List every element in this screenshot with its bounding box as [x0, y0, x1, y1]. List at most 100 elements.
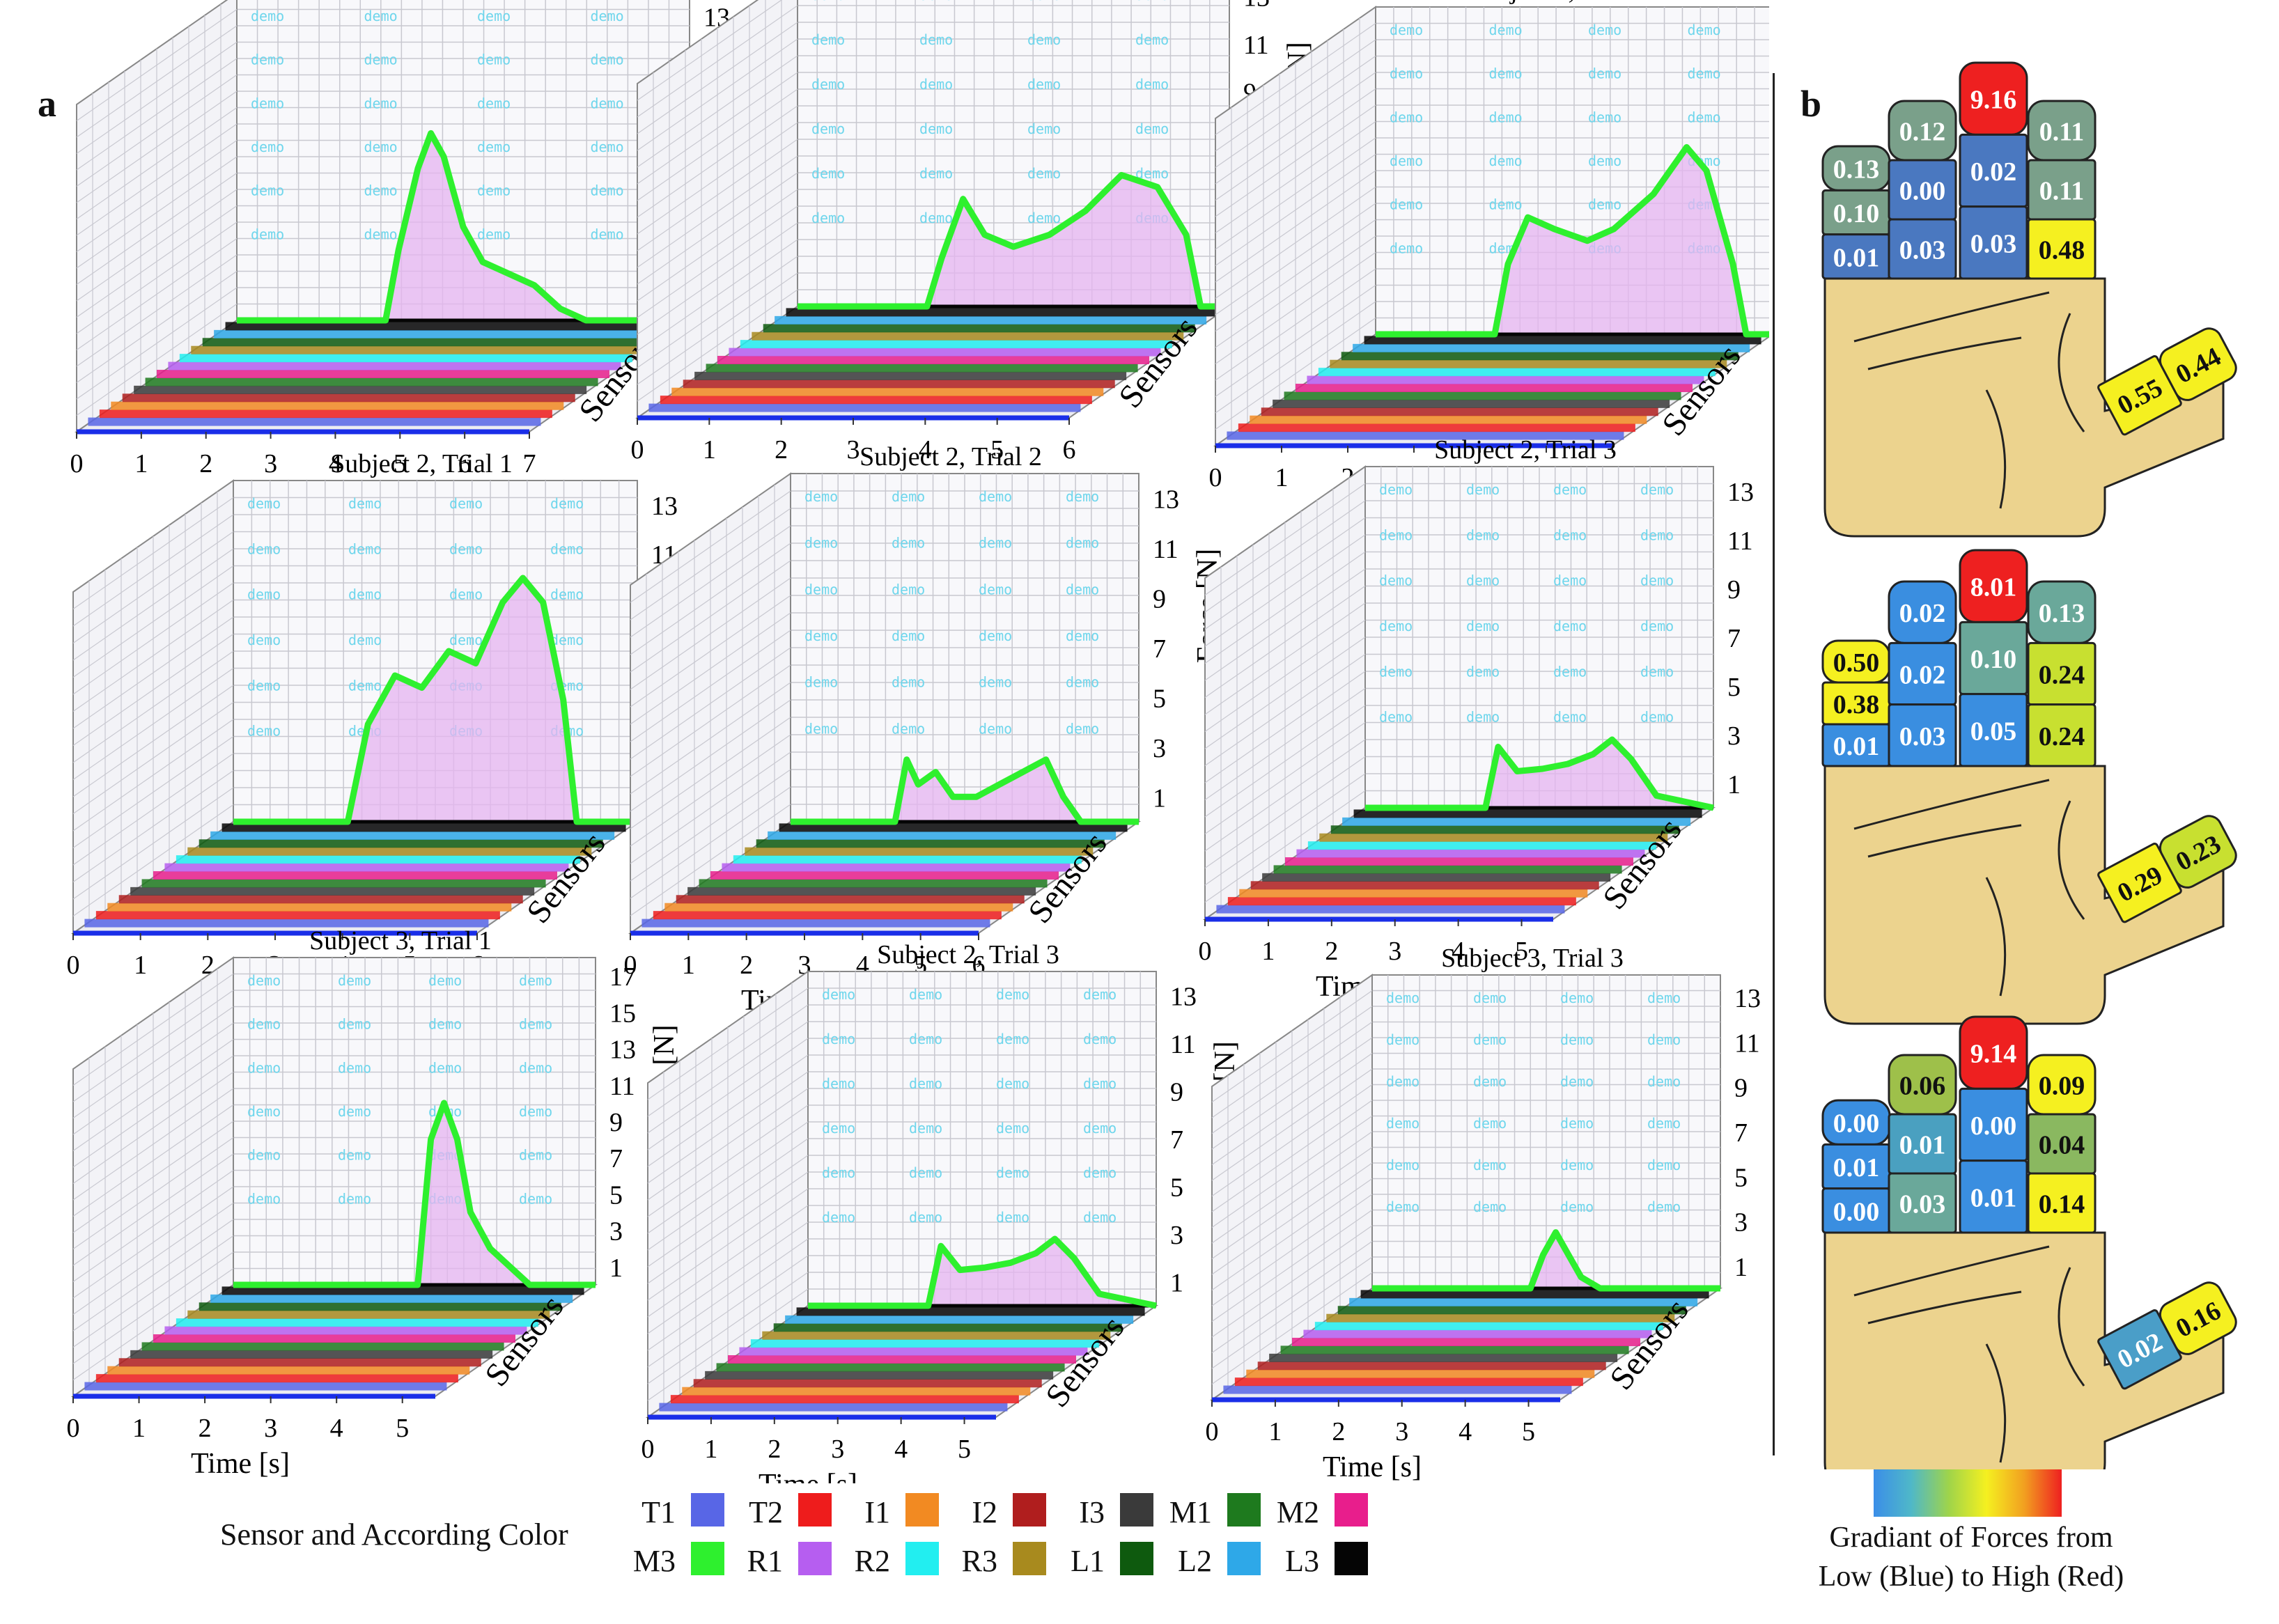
x-tick-label: 0 [1209, 463, 1222, 492]
watermark-text: demo [996, 1120, 1029, 1137]
sensor-strip-m2 [153, 871, 557, 880]
watermark-text: demo [1588, 22, 1621, 38]
chart-title: Subject 1, Trial 3 [1469, 0, 1651, 5]
x-tick-label: 1 [132, 1414, 146, 1443]
watermark-text: demo [919, 120, 953, 137]
sensor-value: 0.24 [2039, 722, 2085, 751]
y-tick-label: 5 [609, 1180, 623, 1210]
sensor-strip-r2 [176, 1318, 538, 1327]
sensor-strip-l1 [1341, 352, 1739, 361]
x-tick-label: 2 [1325, 937, 1338, 966]
watermark-text: demo [1027, 120, 1061, 137]
x-tick-label: 7 [523, 449, 536, 478]
sensor-strip-t1 [84, 1382, 447, 1391]
sensor-strip-l3 [786, 308, 1218, 317]
watermark-text: demo [811, 76, 845, 93]
peak-area [1372, 1232, 1720, 1288]
sensor-strip-r1 [164, 1326, 527, 1335]
sensor-strip-r3 [187, 847, 592, 856]
sensor-legend-title: Sensor and According Color [220, 1517, 568, 1552]
palm [1823, 277, 2225, 538]
watermark-text: demo [1379, 618, 1413, 634]
sensor-strip-i3 [134, 385, 587, 394]
watermark-text: demo [1640, 481, 1674, 498]
palm [1823, 1231, 2225, 1469]
sensor-strip-i3 [687, 887, 1036, 896]
sensor-strip-l2 [210, 1294, 573, 1303]
sensor-strip-i1 [671, 387, 1104, 396]
watermark-text: demo [338, 1059, 371, 1076]
sensor-strip-l2 [1342, 817, 1691, 826]
watermark-text: demo [247, 632, 281, 648]
thumb-cell [2159, 327, 2237, 401]
y-tick-label: 13 [1170, 982, 1197, 1011]
watermark-text: demo [348, 540, 382, 557]
sensor-cell [1888, 1172, 1957, 1234]
watermark-text: demo [338, 1016, 371, 1033]
palm [1823, 765, 2225, 1025]
watermark-text: demo [892, 581, 925, 598]
y-tick-label: 9 [1170, 1077, 1183, 1107]
sensor-strip-l2 [768, 831, 1117, 840]
sensor-value: 0.03 [1899, 1190, 1946, 1219]
watermark-text: demo [1473, 1031, 1507, 1048]
sensor-strip-i2 [1261, 407, 1658, 416]
chart-grid: demo demo demo demo demo demo demo demo demo demo… [67, 0, 1769, 1483]
sensor-strip-i3 [130, 1350, 493, 1359]
watermark-text: demo [996, 1075, 1029, 1092]
watermark-text: demo [811, 210, 845, 226]
sensor-strip-m1 [716, 1363, 1065, 1372]
watermark-text: demo [449, 632, 483, 648]
watermark-text: demo [1083, 1031, 1117, 1047]
watermark-text: demo [1560, 1157, 1594, 1173]
sensor-strip-m1 [145, 377, 598, 387]
watermark-text: demo [919, 31, 953, 48]
sensor-strip-i1 [1250, 415, 1647, 424]
y-tick-label: 13 [1153, 485, 1179, 515]
watermark-text: demo [804, 720, 838, 737]
watermark-text: demo [1379, 526, 1413, 543]
legend-swatch [1013, 1493, 1046, 1527]
watermark-text: demo [1390, 65, 1423, 82]
legend-item-l1: L1 [1014, 1542, 1153, 1581]
watermark-text: demo [519, 1059, 552, 1076]
legend-swatch [1013, 1542, 1046, 1575]
sensor-strip-r3 [187, 1310, 550, 1319]
sensor-strip-r2 [179, 354, 632, 363]
legend-swatch [691, 1493, 724, 1527]
x-tick-label: 2 [768, 1435, 781, 1464]
finger-index: 0.11 0.11 0.48 [2027, 100, 2097, 280]
y-tick-label: 11 [609, 1072, 635, 1101]
watermark-text: demo [1588, 196, 1621, 213]
sensor-value: 9.16 [1970, 86, 2017, 115]
watermark-text: demo [1386, 1157, 1419, 1173]
palm-line [2058, 1267, 2085, 1387]
watermark-text: demo [1083, 1075, 1117, 1092]
sensor-strip-l2 [775, 315, 1207, 325]
watermark-text: demo [364, 52, 398, 68]
sensor-strip-r1 [739, 1347, 1088, 1356]
sensor-value: 0.01 [1970, 1183, 2017, 1212]
watermark-text: demo [247, 1059, 281, 1076]
sensor-strip-r2 [733, 855, 1082, 864]
sensor-cell [1888, 703, 1957, 767]
y-tick-label: 9 [1153, 585, 1166, 614]
legend-swatch [798, 1542, 832, 1575]
watermark-text: demo [338, 972, 371, 989]
legend-swatch [1335, 1542, 1368, 1575]
x-tick-label: 5 [394, 449, 407, 478]
watermark-text: demo [909, 1209, 942, 1226]
watermark-text: demo [1027, 76, 1061, 93]
x-tick-label: 4 [330, 1414, 343, 1443]
watermark-text: demo [1135, 0, 1169, 3]
legend-swatch [905, 1542, 939, 1575]
legend-label: I1 [864, 1495, 890, 1529]
watermark-text: demo [1688, 65, 1721, 82]
watermark-text: demo [1473, 990, 1507, 1006]
chart-title: Subject 2, Trial 3 [1434, 435, 1617, 464]
x-axis-label: Time [s] [759, 1469, 857, 1483]
x-tick-label: 1 [704, 1435, 717, 1464]
y-tick-label: 15 [609, 999, 636, 1028]
x-tick-label: 6 [1063, 435, 1076, 464]
sensor-strip-l1 [1337, 1306, 1686, 1315]
